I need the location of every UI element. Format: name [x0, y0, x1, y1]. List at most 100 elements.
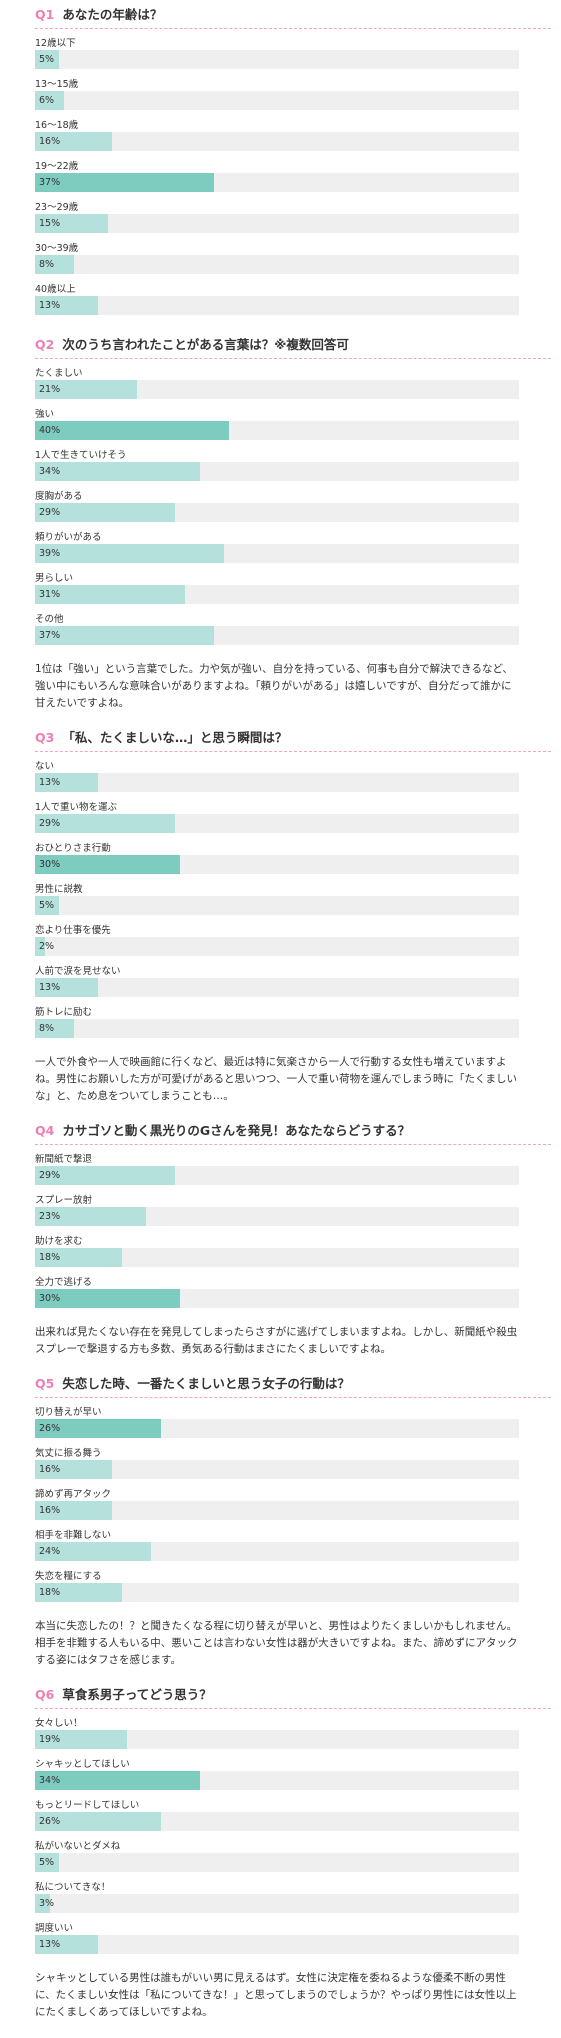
result-bar-fill	[35, 1289, 180, 1308]
answer-label: 頼りがいがある	[35, 532, 102, 543]
result-bar-track: 39%	[35, 544, 519, 563]
result-bar-fill	[35, 937, 45, 956]
result-bar-track: 16%	[35, 1460, 519, 1479]
answer-item: おひとりさま行動 30%	[35, 842, 551, 883]
answer-list: たくましい 21% 強い 40% 1人で生きていけそう 34% 度胸がある 29% 頼りがいがあ…	[35, 359, 551, 654]
result-percent: 29%	[39, 507, 61, 518]
question-section-q3: Q3 「私、たくましいな…」と思う瞬間は？ ない 13% 1人で重い物を運ぶ 29% おひと…	[35, 729, 551, 1122]
question-number: Q3	[35, 730, 55, 745]
answer-label: スプレー放射	[35, 1195, 93, 1206]
answer-label: おひとりさま行動	[35, 843, 111, 854]
answer-label: 相手を非難しない	[35, 1530, 112, 1541]
result-bar-fill	[35, 214, 108, 233]
result-bar-fill	[35, 978, 98, 997]
result-percent: 16%	[39, 136, 61, 147]
question-section-q4: Q4 カサゴソと動く黒光りのGさんを発見！あなたならどうする？ 新聞紙で撃退 29% ス…	[35, 1122, 551, 1375]
result-bar-fill	[35, 91, 64, 110]
answer-list: ない 13% 1人で重い物を運ぶ 29% おひとりさま行動 30% 男性に説教 5% 恋より仕事…	[35, 752, 551, 1047]
result-percent: 26%	[39, 1423, 61, 1434]
result-bar-fill	[35, 855, 180, 874]
answer-label: 男性に説教	[35, 884, 83, 895]
result-percent: 19%	[39, 1734, 61, 1745]
answer-item: 12歳以下 5%	[35, 37, 551, 78]
section-spacer	[35, 1358, 551, 1375]
result-percent: 16%	[39, 1464, 61, 1475]
answer-item: 23～29歳 15%	[35, 201, 551, 242]
answer-item: 強い 40%	[35, 408, 551, 449]
answer-label: 筋トレに励む	[35, 1007, 93, 1018]
result-percent: 24%	[39, 1546, 61, 1557]
answer-label: 1人で重い物を運ぶ	[35, 802, 118, 813]
answer-item: 1人で重い物を運ぶ 29%	[35, 801, 551, 842]
result-percent: 8%	[39, 1023, 55, 1034]
question-text: 次のうち言われたことがある言葉は？※複数回答可	[62, 337, 349, 352]
question-section-q5: Q5 失恋した時、一番たくましいと思う女子の行動は？ 切り替えが早い 26% 気丈に振る…	[35, 1375, 551, 1686]
answer-label: たくましい	[35, 368, 83, 379]
result-bar-fill	[35, 380, 137, 399]
answer-label: その他	[35, 614, 64, 625]
result-percent: 15%	[39, 218, 61, 229]
answer-label: 気丈に振る舞う	[35, 1448, 102, 1459]
result-bar-fill	[35, 1730, 127, 1749]
answer-label: 失恋を糧にする	[35, 1571, 102, 1582]
result-bar-fill	[35, 585, 185, 604]
question-text: 失恋した時、一番たくましいと思う女子の行動は？	[62, 1376, 350, 1391]
answer-label: 恋より仕事を優先	[35, 925, 111, 936]
answer-label: ない	[35, 761, 55, 772]
result-bar-fill	[35, 296, 98, 315]
result-bar-track: 31%	[35, 585, 519, 604]
answer-label: 1人で生きていけそう	[35, 450, 127, 461]
result-bar-track: 34%	[35, 462, 519, 481]
answer-item: その他 37%	[35, 613, 551, 654]
result-bar-fill	[35, 814, 175, 833]
result-bar-fill	[35, 1812, 161, 1831]
result-bar-fill	[35, 1419, 161, 1438]
result-percent: 29%	[39, 1170, 61, 1181]
result-bar-fill	[35, 1583, 122, 1602]
result-bar-track: 5%	[35, 896, 519, 915]
result-bar-track: 19%	[35, 1730, 519, 1749]
result-percent: 30%	[39, 1293, 61, 1304]
result-percent: 37%	[39, 630, 61, 641]
result-bar-track: 13%	[35, 773, 519, 792]
section-spacer	[35, 1669, 551, 1686]
result-bar-fill	[35, 1501, 112, 1520]
question-text: カサゴソと動く黒光りのGさんを発見！あなたならどうする？	[62, 1123, 411, 1138]
answer-item: 恋より仕事を優先 2%	[35, 924, 551, 965]
result-percent: 37%	[39, 177, 61, 188]
result-bar-track: 24%	[35, 1542, 519, 1561]
result-bar-fill	[35, 1207, 146, 1226]
result-percent: 29%	[39, 818, 61, 829]
result-bar-track: 16%	[35, 1501, 519, 1520]
answer-item: 人前で涙を見せない 13%	[35, 965, 551, 1006]
result-bar-fill	[35, 1771, 200, 1790]
question-title: Q2 次のうち言われたことがある言葉は？※複数回答可	[35, 336, 551, 359]
result-percent: 18%	[39, 1587, 61, 1598]
answer-item: 助けを求む 18%	[35, 1235, 551, 1276]
result-percent: 40%	[39, 425, 61, 436]
result-bar-fill	[35, 173, 214, 192]
question-number: Q6	[35, 1687, 55, 1702]
answer-label: 助けを求む	[35, 1236, 83, 1247]
answer-item: もっとリードしてほしい 26%	[35, 1799, 551, 1840]
question-text: 「私、たくましいな…」と思う瞬間は？	[62, 730, 288, 745]
answer-label: 度胸がある	[35, 491, 83, 502]
result-bar-track: 34%	[35, 1771, 519, 1790]
result-bar-track: 40%	[35, 421, 519, 440]
result-bar-fill	[35, 1248, 122, 1267]
result-percent: 39%	[39, 548, 61, 559]
result-commentary: 出来れば見たくない存在を発見してしまったらさすがに逃げてしまいますよね。しかし、…	[35, 1326, 518, 1355]
section-spacer	[35, 2021, 551, 2038]
result-bar-track: 30%	[35, 1289, 519, 1308]
question-section-q1: Q1 あなたの年齢は？ 12歳以下 5% 13～15歳 6% 16～18歳 16% 19～22歳…	[35, 6, 551, 336]
answer-item: 失恋を糧にする 18%	[35, 1570, 551, 1611]
answer-item: 度胸がある 29%	[35, 490, 551, 531]
result-bar-track: 29%	[35, 1166, 519, 1185]
answer-label: 30～39歳	[35, 243, 79, 254]
answer-label: 人前で涙を見せない	[35, 966, 121, 977]
result-bar-track: 5%	[35, 50, 519, 69]
result-bar-fill	[35, 626, 214, 645]
result-percent: 30%	[39, 859, 61, 870]
result-percent: 23%	[39, 1211, 61, 1222]
